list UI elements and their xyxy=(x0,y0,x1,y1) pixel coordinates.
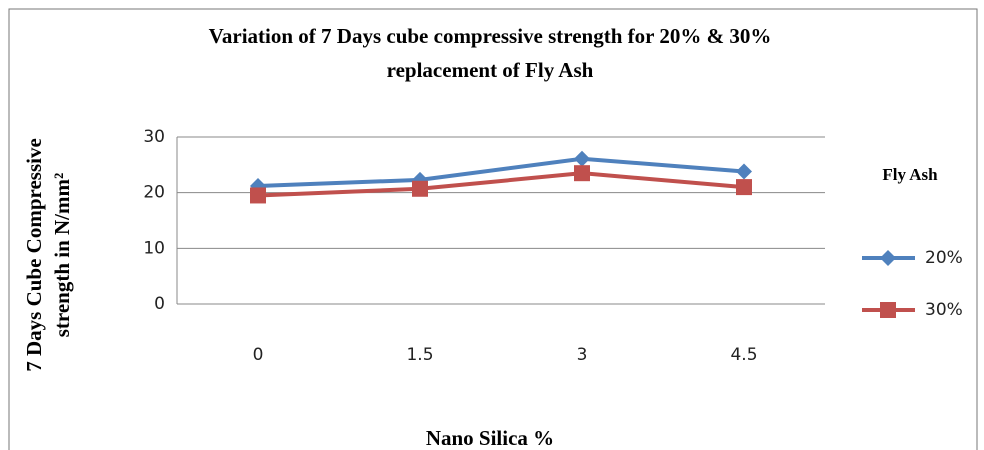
x-tick-label: 4.5 xyxy=(730,345,757,365)
marker xyxy=(574,150,590,167)
y-tick-label: 30 xyxy=(143,127,165,147)
y-axis-label: strength in N/mm² xyxy=(50,173,74,338)
x-axis-label: Nano Silica % xyxy=(426,426,554,450)
marker xyxy=(412,180,428,197)
y-tick-label: 20 xyxy=(143,183,165,203)
series-line xyxy=(257,156,745,188)
legend-label: 20% xyxy=(925,248,963,268)
chart-border xyxy=(8,8,978,450)
y-axis-label: 7 Days Cube Compressive xyxy=(22,138,46,372)
marker xyxy=(574,165,590,182)
y-tick-label: 0 xyxy=(154,294,165,314)
x-tick-label: 0 xyxy=(253,345,264,365)
x-tick-label: 3 xyxy=(577,345,588,365)
series-line xyxy=(257,171,745,198)
legend-title: Fly Ash xyxy=(882,165,938,184)
chart-title: Variation of 7 Days cube compressive str… xyxy=(209,24,772,48)
legend-marker xyxy=(880,250,896,266)
marker xyxy=(736,179,752,196)
y-tick-label: 10 xyxy=(143,238,165,258)
legend-marker xyxy=(880,302,896,318)
chart-title: replacement of Fly Ash xyxy=(387,58,594,82)
x-tick-label: 1.5 xyxy=(406,345,433,365)
marker xyxy=(250,187,266,204)
marker xyxy=(736,163,752,180)
legend-label: 30% xyxy=(925,300,963,320)
